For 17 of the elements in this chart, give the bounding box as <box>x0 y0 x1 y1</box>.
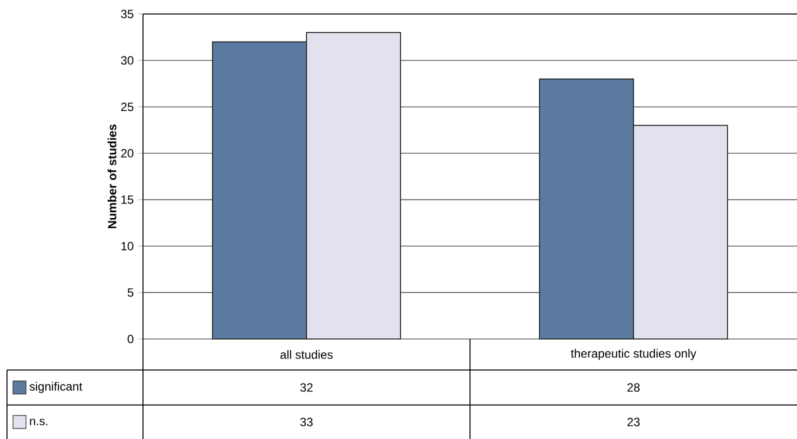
data-label: 33 <box>300 418 313 426</box>
y-tick-label: 10 <box>121 242 134 250</box>
y-tick-label: 35 <box>121 10 134 18</box>
data-label: 23 <box>627 418 640 426</box>
data-label: 28 <box>627 383 640 392</box>
x-tick-label: all studies <box>280 350 333 359</box>
legend-label: n.s. <box>30 418 48 426</box>
y-tick-label: 20 <box>121 149 134 158</box>
data-label: 32 <box>300 383 313 392</box>
y-tick-label: 30 <box>121 56 134 65</box>
y-tick-label: 15 <box>121 196 134 204</box>
x-tick-label: therapeutic studies only <box>570 348 696 360</box>
y-tick-label: 0 <box>128 334 134 344</box>
y-axis-title: Number of studies <box>108 124 116 228</box>
y-tick-label: 5 <box>128 288 134 297</box>
y-tick-label: 25 <box>121 102 134 112</box>
legend-label: significant <box>30 382 82 394</box>
